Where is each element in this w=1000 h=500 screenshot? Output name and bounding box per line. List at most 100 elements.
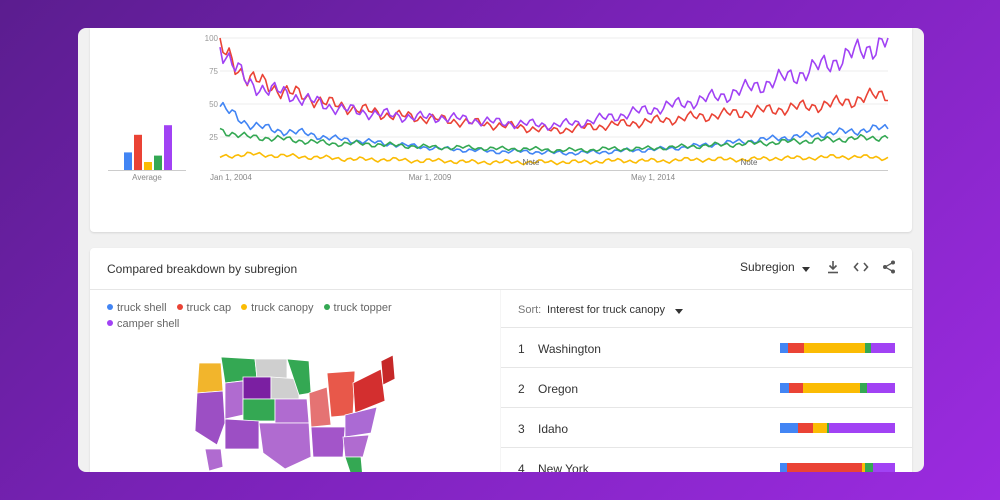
legend-item[interactable]: truck shell — [107, 302, 167, 314]
map-states — [194, 354, 396, 472]
share-icon[interactable] — [880, 260, 898, 278]
average-bar — [144, 162, 152, 170]
row-rank: 2 — [518, 382, 525, 396]
share-segment — [861, 463, 866, 472]
legend-item[interactable]: camper shell — [107, 318, 179, 330]
state-washington-oregon[interactable] — [196, 362, 224, 394]
state-michigan-ohio[interactable] — [326, 370, 356, 418]
legend-label: truck cap — [186, 302, 232, 314]
legend-dot-icon — [107, 320, 113, 326]
sort-select[interactable]: Interest for truck canopy — [547, 304, 665, 316]
average-bar — [164, 125, 172, 170]
table-row[interactable]: 2 Oregon — [501, 368, 912, 408]
y-tick-label: 100 — [205, 34, 219, 43]
share-segment — [870, 343, 895, 353]
state-iowa-illinois[interactable] — [308, 386, 332, 428]
breakdown-title: Compared breakdown by subregion — [107, 262, 298, 276]
share-segment — [867, 383, 895, 393]
share-segment — [802, 383, 861, 393]
share-segment — [780, 423, 799, 433]
state-alaska[interactable] — [204, 448, 224, 472]
row-share-bar — [780, 343, 895, 353]
share-segment — [780, 383, 790, 393]
row-region-name: Washington — [538, 342, 601, 356]
table-row[interactable]: 3 Idaho — [501, 408, 912, 448]
series-line — [219, 37, 889, 135]
y-tick-label: 75 — [209, 67, 218, 76]
y-tick-label: 25 — [209, 133, 218, 142]
app-frame: Average 100 75 50 25 Jan 1, 2004 Mar 1, 2009 M… — [78, 28, 924, 472]
state-idaho-utah[interactable] — [224, 380, 244, 420]
chevron-down-icon[interactable] — [802, 267, 810, 272]
state-virginia-carolinas[interactable] — [344, 406, 378, 438]
series-line — [219, 37, 889, 131]
row-rank: 3 — [518, 422, 525, 436]
legend-dot-icon — [241, 304, 248, 310]
series-line — [219, 101, 889, 156]
share-segment — [860, 383, 868, 393]
average-bar — [124, 152, 132, 170]
interest-over-time-card: Average 100 75 50 25 Jan 1, 2004 Mar 1, 2009 M… — [90, 28, 912, 232]
legend-item[interactable]: truck topper — [323, 302, 392, 314]
breakdown-legend: truck shell truck cap truck canopy truck to… — [107, 302, 437, 334]
state-kansas-nebraska[interactable] — [274, 398, 310, 424]
share-segment — [804, 343, 866, 353]
row-region-name: New York — [538, 462, 589, 472]
sort-label: Sort: — [518, 304, 542, 316]
share-segment — [813, 423, 828, 433]
row-share-bar — [780, 423, 895, 433]
legend-item[interactable]: truck cap — [176, 302, 232, 314]
breakdown-header: Compared breakdown by subregion Subregio… — [90, 248, 912, 290]
subregion-select[interactable]: Subregion — [740, 260, 795, 274]
us-subregion-map[interactable] — [185, 353, 425, 472]
share-segment — [788, 343, 805, 353]
share-segment — [873, 463, 895, 472]
panel-divider — [500, 290, 501, 472]
download-icon[interactable] — [824, 260, 842, 278]
state-new-england[interactable] — [380, 354, 396, 386]
note-label[interactable]: Note — [741, 158, 758, 167]
row-region-name: Oregon — [538, 382, 579, 396]
sort-bar: Sort: Interest for truck canopy — [501, 290, 912, 328]
state-arizona-new-mexico[interactable] — [224, 418, 260, 450]
series-line — [219, 127, 889, 154]
legend-dot-icon — [107, 304, 113, 310]
share-segment — [827, 423, 830, 433]
legend-item[interactable]: truck canopy — [241, 302, 314, 314]
share-segment — [786, 463, 862, 472]
chart-grid — [220, 37, 888, 171]
legend-label: truck canopy — [251, 302, 314, 314]
row-region-name: Idaho — [538, 422, 569, 436]
row-share-bar — [780, 463, 895, 472]
state-wyoming[interactable] — [242, 376, 272, 400]
state-texas-oklahoma[interactable] — [258, 422, 312, 470]
subregion-list: 1 Washington 2 Oregon 3 Idaho 4 New York — [501, 328, 912, 472]
state-florida[interactable] — [344, 456, 363, 472]
average-bar — [134, 134, 142, 170]
x-tick-label: May 1, 2014 — [631, 173, 676, 182]
state-california-nevada[interactable] — [194, 390, 226, 446]
chart-lines — [219, 37, 889, 166]
breakdown-card: Compared breakdown by subregion Subregio… — [90, 248, 912, 472]
table-row[interactable]: 4 New York — [501, 448, 912, 472]
legend-label: truck shell — [117, 302, 167, 314]
chevron-down-icon[interactable] — [675, 309, 683, 314]
state-north-dakota[interactable] — [254, 358, 288, 380]
row-share-bar — [780, 383, 895, 393]
legend-label: truck topper — [333, 302, 392, 314]
table-row[interactable]: 1 Washington — [501, 328, 912, 368]
state-south-central[interactable] — [310, 426, 346, 458]
legend-label: camper shell — [117, 318, 180, 330]
share-segment — [780, 463, 787, 472]
average-label: Average — [132, 173, 162, 182]
share-segment — [865, 463, 874, 472]
share-segment — [780, 343, 789, 353]
state-colorado[interactable] — [242, 398, 276, 422]
x-tick-label: Jan 1, 2004 — [210, 173, 252, 182]
embed-code-icon[interactable] — [852, 260, 870, 278]
note-label[interactable]: Note — [523, 158, 540, 167]
row-rank: 1 — [518, 342, 525, 356]
state-georgia[interactable] — [342, 434, 370, 458]
state-new-york-pennsylvania[interactable] — [352, 368, 386, 414]
average-bar — [154, 155, 162, 170]
